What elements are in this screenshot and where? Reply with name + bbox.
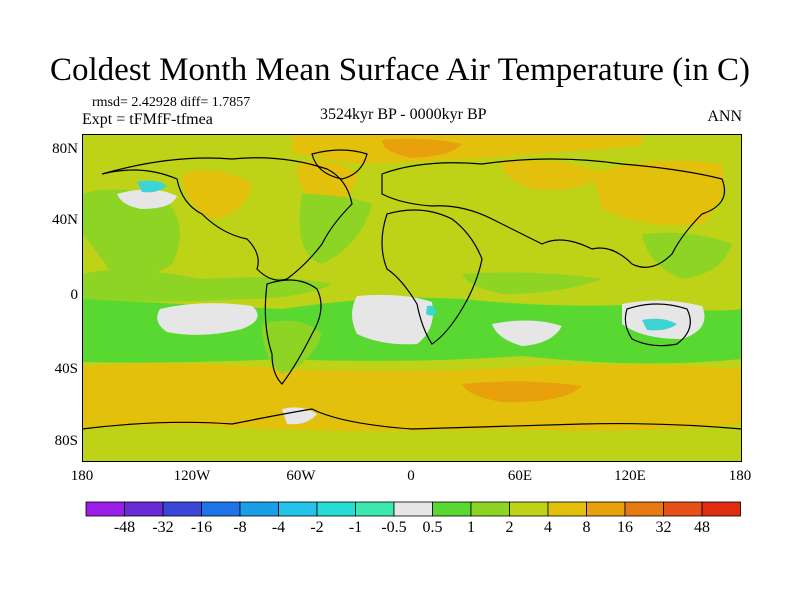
north-america-coast [101, 157, 353, 281]
colorbar-label: -4 [272, 519, 285, 536]
south-america-green [262, 320, 322, 374]
eurasia-coast [381, 158, 726, 268]
x-tick-120w: 120W [173, 468, 211, 484]
colorbar-box [663, 501, 703, 517]
period-label: 3524kyr BP - 0000kyr BP [320, 106, 487, 123]
stats-label: rmsd= 2.42928 diff= 1.7857 [92, 95, 251, 110]
colorbar-box [162, 501, 202, 517]
north-pacific-green [82, 189, 180, 278]
colorbar-box [547, 501, 587, 517]
colorbar-boxes [85, 501, 741, 517]
alaska-cold [137, 180, 167, 193]
colorbar-label: 1 [467, 519, 475, 536]
colorbar-label: 4 [544, 519, 552, 536]
south-america-coast [264, 279, 322, 385]
southern-ocean-warm-core [462, 381, 582, 403]
season-label: ANN [707, 108, 742, 125]
x-tick-60e: 60E [507, 468, 533, 484]
colorbar-box [355, 501, 395, 517]
north-atlantic-green [299, 194, 372, 264]
y-tick-80s: 80S [54, 433, 78, 449]
colorbar-label: -1 [349, 519, 362, 536]
coastlines [82, 149, 742, 430]
colorbar-labels: -48 -32 -16 -8 -4 -2 -1 -0.5 0.5 1 2 4 8 16 32 48 [114, 519, 710, 536]
x-tick-180w: 180 [70, 468, 94, 484]
greenland-coast [311, 149, 368, 180]
colorbar-box [509, 501, 549, 517]
colorbar-label: -2 [310, 519, 323, 536]
x-tick-180e: 180 [728, 468, 752, 484]
colorbar-box [624, 501, 664, 517]
antarctica-coast [82, 408, 742, 430]
colorbar-label: 16 [617, 519, 633, 536]
west-pacific-green [642, 232, 732, 279]
greenland-warm [297, 160, 357, 204]
colorbar-label: -8 [233, 519, 246, 536]
map-title: Coldest Month Mean Surface Air Temperatu… [50, 52, 750, 88]
colorbar-label: 48 [694, 519, 710, 536]
colorbar-box [701, 501, 741, 517]
africa-coast [381, 209, 483, 345]
colorbar-label: 2 [506, 519, 514, 536]
colorbar-label: 32 [656, 519, 672, 536]
colorbar-box [432, 501, 472, 517]
colorbar-box [239, 501, 279, 517]
south-pacific-neutral [157, 303, 258, 335]
x-tick-120e: 120E [614, 468, 646, 484]
colorbar-label: 0.5 [423, 519, 443, 536]
colorbar-label: -48 [114, 519, 135, 536]
colorbar-label: -16 [191, 519, 212, 536]
y-tick-80n: 80N [52, 141, 78, 157]
temperature-map [82, 134, 742, 462]
colorbar-box [85, 501, 125, 517]
colorbar-box [393, 501, 433, 517]
colorbar-box [201, 501, 241, 517]
colorbar-box [586, 501, 626, 517]
alaska-neutral [117, 189, 177, 209]
canada-warm [182, 170, 252, 219]
x-tick-60w: 60W [286, 468, 316, 484]
x-tick-0: 0 [407, 468, 415, 484]
eurasia-warm [502, 160, 602, 190]
experiment-label: Expt = tFMfF-tfmea [82, 111, 213, 128]
colorbar-box [470, 501, 510, 517]
arctic-warm-band [292, 134, 642, 164]
y-tick-40n: 40N [52, 212, 78, 228]
indian-ocean-green [462, 272, 602, 294]
africa-cold [426, 305, 437, 316]
colorbar-box [316, 501, 356, 517]
y-tick-0: 0 [70, 287, 79, 303]
australia-cold [642, 318, 677, 331]
south-atlantic-neutral [352, 294, 433, 345]
colorbar-box [278, 501, 318, 517]
map-frame [82, 134, 742, 462]
colorbar-label: 8 [583, 519, 591, 536]
y-tick-40s: 40S [54, 361, 78, 377]
colorbar-label: -32 [152, 519, 173, 536]
south-indian-neutral [492, 320, 562, 346]
southern-ocean-warm-band [82, 363, 742, 431]
colorbar-box [124, 501, 164, 517]
arctic-warm-core [382, 138, 462, 158]
colorbar-label: -0.5 [381, 519, 406, 536]
siberia-warm [592, 160, 725, 225]
antarctic-peninsula-neutral [282, 407, 317, 425]
australia-coast [624, 303, 691, 347]
